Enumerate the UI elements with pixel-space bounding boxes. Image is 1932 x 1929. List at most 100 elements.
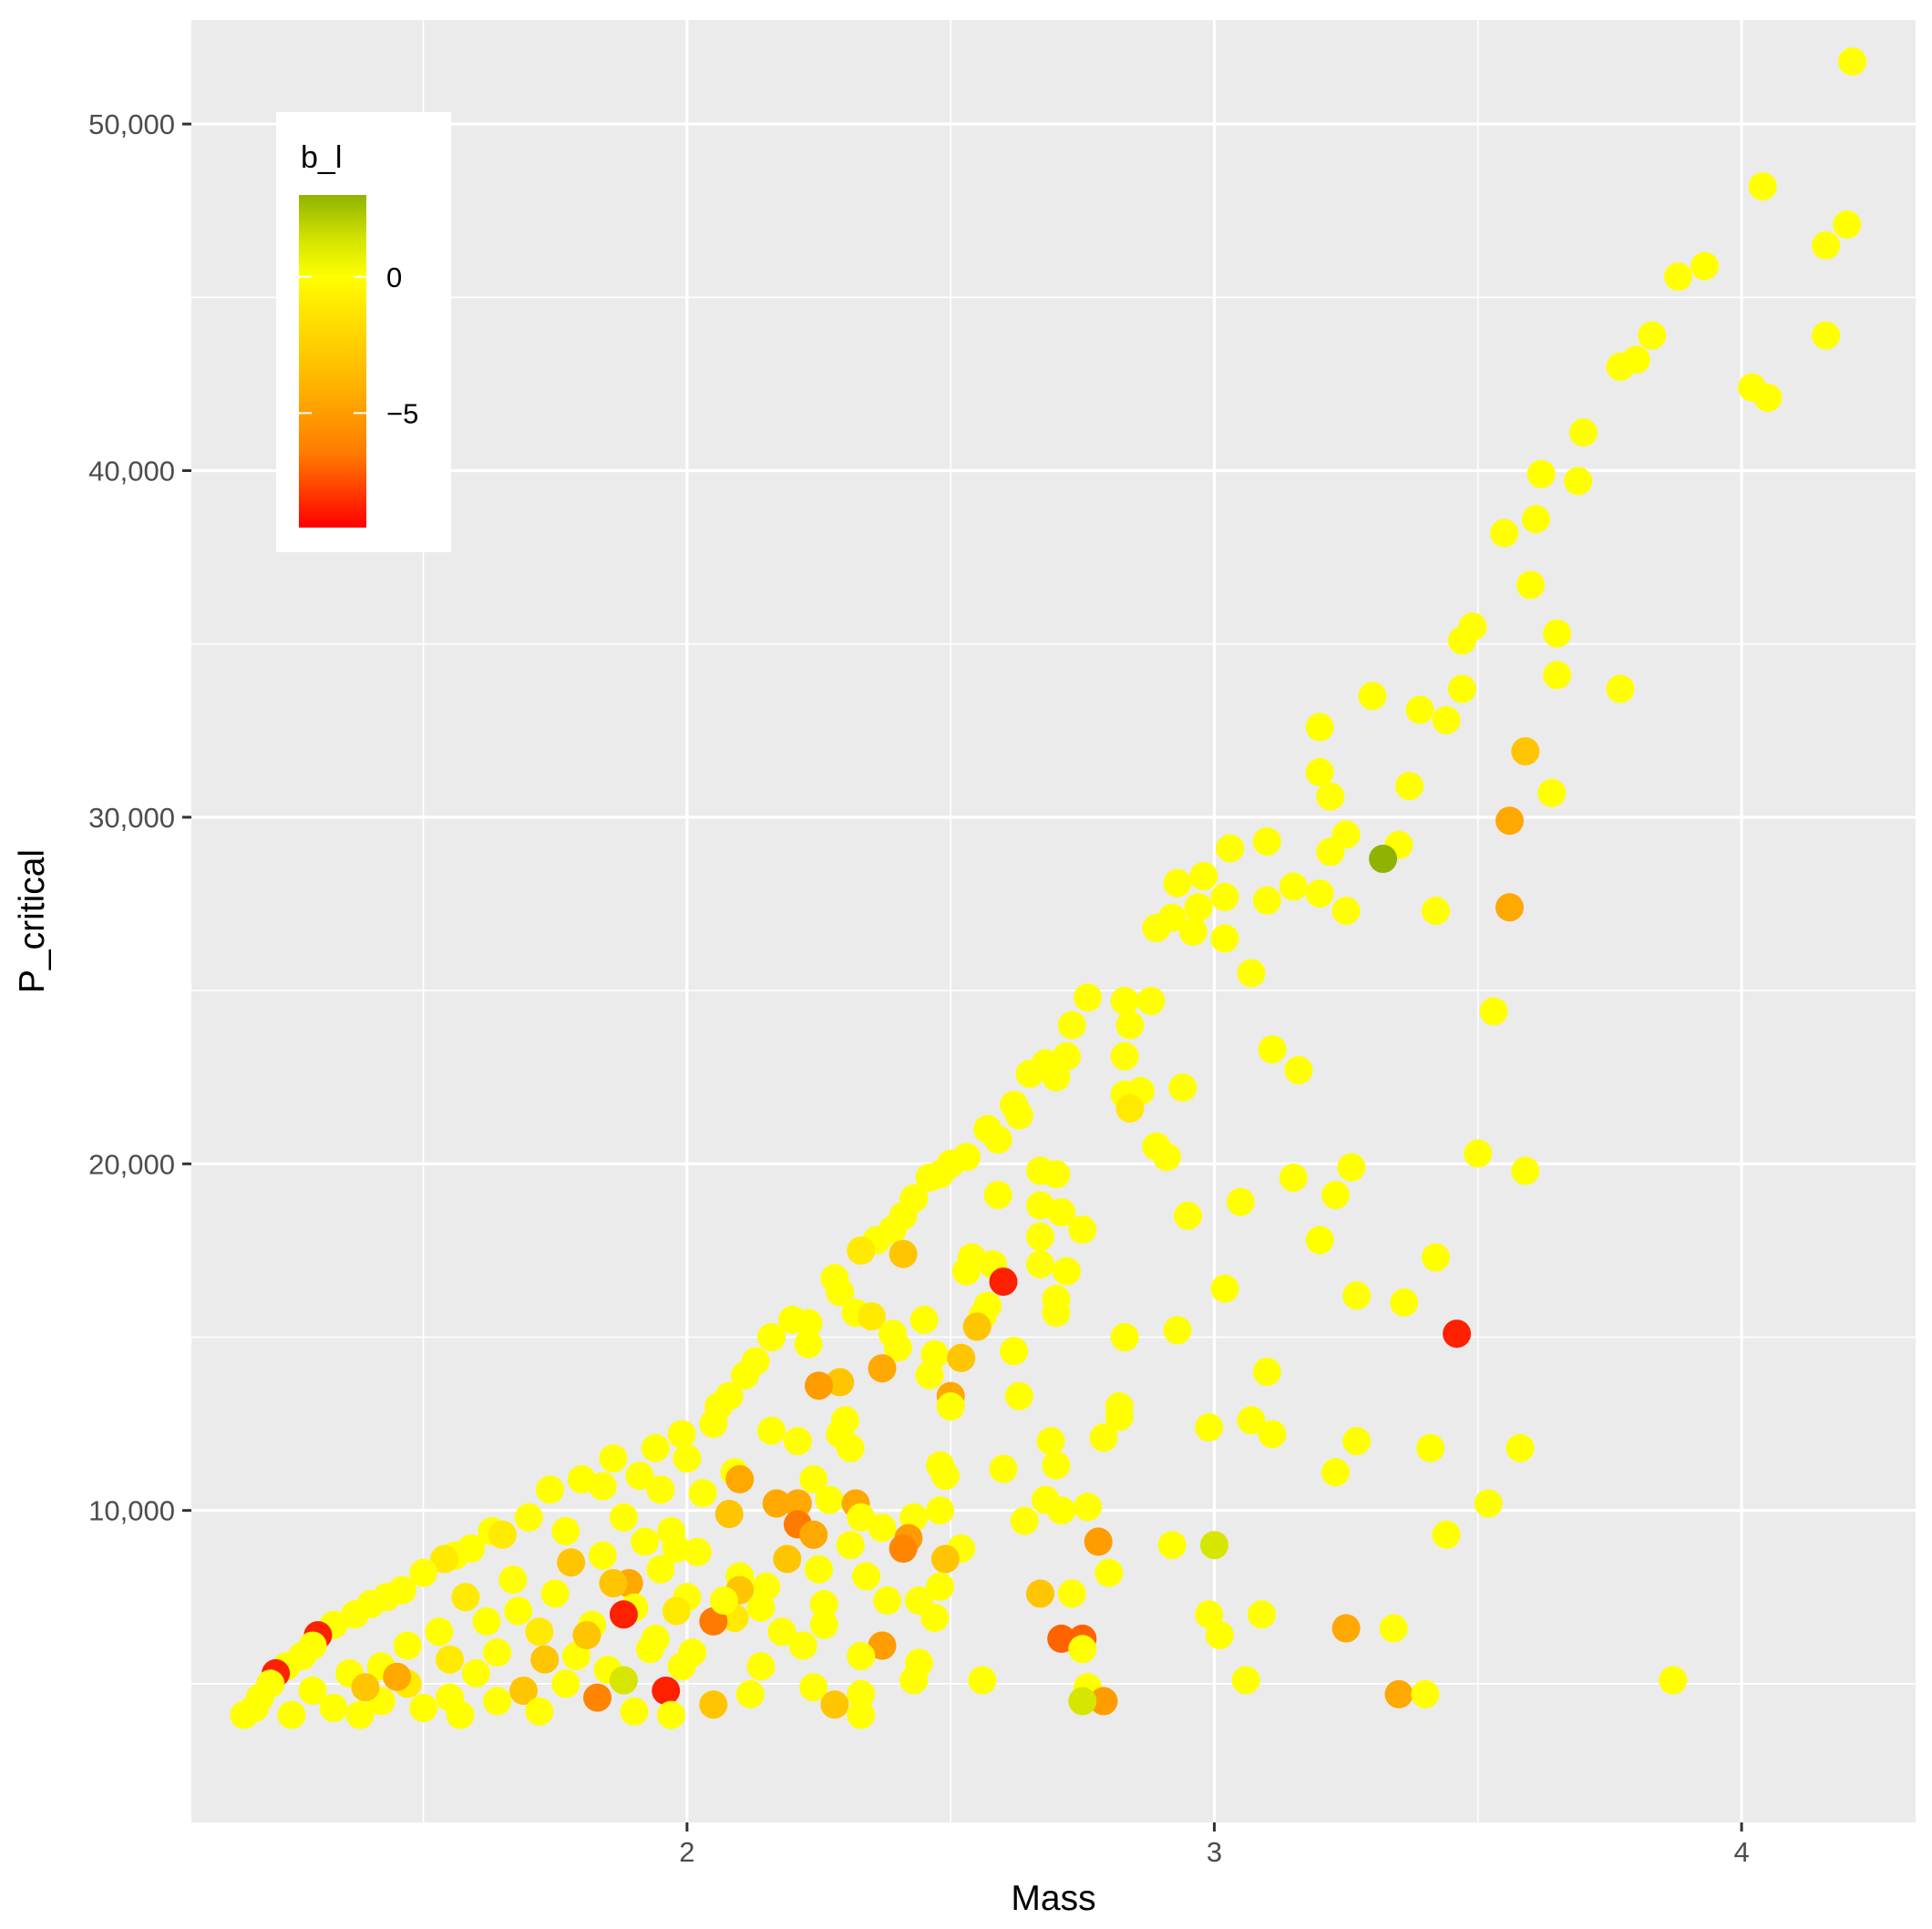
data-point xyxy=(868,1354,897,1383)
data-point xyxy=(1833,210,1862,239)
data-point xyxy=(1569,418,1598,447)
data-point xyxy=(1115,1011,1145,1040)
data-point xyxy=(657,1700,685,1729)
colorbar-ticks: 0 −5 xyxy=(299,262,418,429)
data-point xyxy=(1210,924,1239,953)
data-point xyxy=(646,1554,675,1584)
data-point xyxy=(1447,626,1476,655)
data-point xyxy=(1543,619,1572,648)
data-point xyxy=(1606,352,1635,381)
data-point xyxy=(230,1700,259,1729)
data-point xyxy=(847,1679,876,1708)
data-point xyxy=(530,1645,560,1674)
data-point xyxy=(1089,1423,1118,1452)
x-tick-label: 2 xyxy=(679,1836,694,1868)
data-point xyxy=(1057,1011,1086,1040)
y-tick-label: 10,000 xyxy=(88,1495,175,1527)
data-point xyxy=(1331,1614,1361,1643)
data-point xyxy=(1432,705,1461,734)
data-point xyxy=(699,1410,728,1439)
data-point xyxy=(962,1312,992,1341)
data-point xyxy=(735,1679,765,1708)
data-point xyxy=(1526,459,1556,488)
data-point xyxy=(1042,1160,1071,1189)
data-point xyxy=(1690,251,1720,281)
data-point xyxy=(620,1697,649,1726)
data-point xyxy=(551,1669,581,1698)
data-point xyxy=(783,1489,812,1518)
data-point xyxy=(1026,1222,1054,1251)
data-point xyxy=(852,1562,881,1591)
data-point xyxy=(1237,1406,1266,1435)
data-point xyxy=(836,1433,865,1462)
data-point xyxy=(1638,321,1667,350)
data-point xyxy=(1152,1143,1181,1172)
data-point xyxy=(799,1464,828,1493)
data-point xyxy=(1474,1489,1503,1518)
data-point xyxy=(1606,674,1635,703)
data-point xyxy=(641,1433,670,1462)
data-point xyxy=(1252,827,1281,856)
data-point xyxy=(952,1257,981,1286)
data-point xyxy=(1231,1666,1260,1695)
x-tick-label: 4 xyxy=(1733,1836,1749,1868)
data-point xyxy=(1004,1381,1033,1411)
data-point xyxy=(836,1531,865,1560)
data-point xyxy=(446,1700,475,1729)
data-point xyxy=(1390,1288,1419,1317)
data-point xyxy=(794,1308,823,1338)
data-point xyxy=(868,1513,897,1543)
data-point xyxy=(1305,879,1334,908)
data-point xyxy=(714,1500,744,1528)
legend-title: b_l xyxy=(301,140,342,175)
y-axis-title: P_critical xyxy=(13,849,52,993)
data-point xyxy=(540,1579,570,1608)
data-point xyxy=(1358,682,1387,711)
legend: b_l 0 −5 xyxy=(276,112,451,552)
data-point xyxy=(915,1164,944,1192)
y-tick-label: 30,000 xyxy=(88,802,175,834)
data-point xyxy=(1042,1062,1071,1092)
data-point xyxy=(652,1677,681,1705)
data-point xyxy=(883,1333,912,1362)
data-point xyxy=(968,1666,997,1695)
data-point xyxy=(1511,737,1540,766)
data-point xyxy=(1004,1101,1033,1130)
data-point xyxy=(983,1125,1012,1154)
colorbar-label: 0 xyxy=(386,262,402,293)
data-point xyxy=(1252,886,1281,915)
data-point xyxy=(1110,1323,1139,1351)
data-point xyxy=(1379,1614,1408,1643)
data-point xyxy=(868,1631,897,1660)
data-point xyxy=(1068,1687,1097,1716)
data-point xyxy=(899,1666,929,1695)
y-tick-label: 20,000 xyxy=(88,1148,175,1180)
data-point xyxy=(609,1666,638,1695)
data-point xyxy=(1305,1226,1334,1255)
data-point xyxy=(926,1496,955,1525)
data-point xyxy=(393,1631,422,1660)
data-point xyxy=(1258,1035,1287,1064)
data-point xyxy=(1237,959,1266,988)
data-point xyxy=(673,1444,702,1473)
data-point xyxy=(983,1181,1012,1209)
data-point xyxy=(1258,1420,1287,1449)
data-point xyxy=(609,1600,638,1629)
data-point xyxy=(535,1475,564,1504)
y-axis-tick-labels: 10,000 20,000 30,000 40,000 50,000 xyxy=(88,108,175,1527)
data-point xyxy=(926,1572,955,1601)
data-point xyxy=(1110,1041,1139,1071)
data-point xyxy=(1200,1531,1228,1560)
data-point xyxy=(794,1329,823,1359)
data-point xyxy=(930,1544,960,1574)
data-point xyxy=(1495,893,1524,922)
data-point xyxy=(1053,1257,1081,1286)
data-point xyxy=(631,1527,660,1556)
data-point xyxy=(1136,987,1166,1015)
data-point xyxy=(351,1673,380,1702)
x-axis-tick-labels: 2 3 4 xyxy=(679,1836,1749,1868)
data-point xyxy=(1205,1621,1234,1650)
data-point xyxy=(746,1652,776,1681)
data-point xyxy=(731,1360,759,1390)
data-point xyxy=(551,1517,581,1545)
